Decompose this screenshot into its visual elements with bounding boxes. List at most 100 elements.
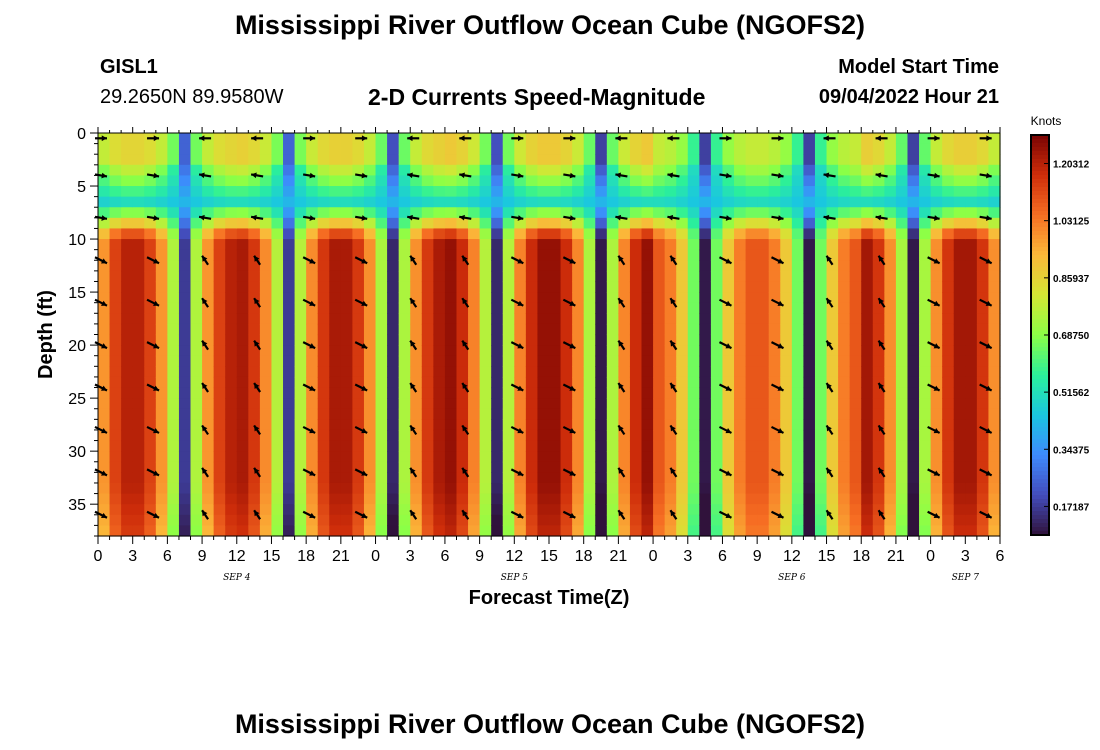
current-arrow [979, 172, 992, 179]
heatmap-cell [98, 175, 111, 187]
heatmap-cell [202, 249, 215, 261]
heatmap-cell [444, 408, 458, 420]
heatmap-cell [895, 366, 909, 378]
heatmap-cell [791, 164, 805, 177]
heatmap-cell [734, 249, 747, 261]
colorbar-step [1031, 279, 1049, 284]
heatmap-cell [872, 196, 885, 208]
heatmap-cell [213, 260, 226, 272]
heatmap-cell [213, 270, 226, 283]
heatmap-cell [629, 323, 643, 336]
heatmap-cell [953, 387, 966, 399]
heatmap-cell [849, 281, 862, 293]
heatmap-cell [525, 451, 539, 463]
heatmap-cell [710, 355, 724, 367]
heatmap-cell [895, 451, 909, 463]
heatmap-cell [595, 355, 608, 367]
heatmap-cell [919, 164, 932, 177]
heatmap-cell [491, 408, 504, 420]
current-arrow [510, 510, 524, 519]
heatmap-cell [410, 217, 423, 230]
heatmap-cell [942, 366, 955, 378]
heatmap-cell [745, 366, 758, 378]
heatmap-cell [768, 260, 781, 272]
colorbar-step [1031, 231, 1049, 236]
heatmap-cell [363, 228, 377, 240]
heatmap-cell [919, 398, 932, 410]
heatmap-cell [468, 504, 481, 516]
heatmap-cell [155, 228, 168, 240]
heatmap-cell [502, 429, 515, 442]
heatmap-cell [363, 398, 377, 410]
heatmap-cell [595, 376, 608, 389]
current-arrow [617, 509, 626, 520]
heatmap-cell [745, 228, 758, 240]
heatmap-cell [444, 313, 458, 325]
heatmap-cell [375, 249, 388, 261]
heatmap-cell [144, 175, 157, 187]
heatmap-cell [838, 451, 851, 463]
current-arrow [877, 297, 886, 308]
heatmap-cell [433, 281, 446, 293]
colorbar-step [1031, 239, 1049, 244]
heatmap-cell [768, 228, 781, 240]
heatmap-cell [491, 482, 504, 495]
heatmap-cell [410, 482, 423, 495]
heatmap-cell [757, 408, 770, 420]
current-arrow [94, 341, 108, 350]
current-arrow [979, 510, 993, 519]
heatmap-cell [363, 461, 377, 473]
heatmap-cell [803, 302, 816, 314]
heatmap-cell [572, 334, 585, 346]
heatmap-cell [329, 154, 342, 166]
heatmap-cell [259, 207, 273, 219]
heatmap-cell [421, 408, 434, 420]
heatmap-cell [734, 196, 747, 208]
heatmap-cell [306, 355, 319, 367]
heatmap-cell [907, 292, 920, 304]
heatmap-cell [803, 451, 816, 463]
heatmap-cell [595, 292, 608, 304]
heatmap-cell [271, 186, 284, 198]
heatmap-cell [872, 482, 885, 495]
colorbar-step [1031, 447, 1049, 452]
heatmap-cell [618, 408, 631, 420]
heatmap-cell [236, 461, 249, 473]
heatmap-cell [606, 482, 619, 495]
heatmap-cell [664, 270, 677, 283]
current-arrow [823, 172, 836, 179]
heatmap-cell [549, 239, 562, 251]
heatmap-cell [849, 472, 862, 484]
heatmap-cell [479, 154, 492, 166]
heatmap-cell [398, 228, 411, 240]
heatmap-cell [872, 472, 885, 484]
heatmap-cell [178, 504, 192, 516]
heatmap-cell [768, 472, 781, 484]
heatmap-cell [444, 451, 458, 463]
heatmap-cell [502, 270, 515, 283]
heatmap-cell [109, 461, 122, 473]
heatmap-cell [629, 493, 643, 505]
heatmap-cell [629, 398, 643, 410]
heatmap-cell [791, 376, 805, 389]
heatmap-cell [502, 323, 515, 336]
heatmap-cell [653, 239, 666, 251]
current-arrow [459, 135, 472, 142]
heatmap-cell [283, 334, 296, 346]
heatmap-cell [398, 313, 411, 325]
heatmap-cell [861, 228, 874, 240]
heatmap-cell [629, 334, 643, 346]
heatmap-cell [549, 323, 562, 336]
heatmap-cell [965, 525, 978, 537]
heatmap-cell [641, 175, 654, 187]
heatmap-cell [710, 239, 724, 251]
heatmap-cell [861, 376, 874, 389]
heatmap-cell [965, 482, 978, 495]
heatmap-cell [283, 186, 296, 198]
heatmap-cell [294, 164, 307, 177]
heatmap-cell [618, 207, 631, 219]
heatmap-cell [329, 133, 342, 145]
heatmap-cell [132, 313, 145, 325]
heatmap-cell [988, 249, 1001, 261]
heatmap-cell [317, 461, 330, 473]
